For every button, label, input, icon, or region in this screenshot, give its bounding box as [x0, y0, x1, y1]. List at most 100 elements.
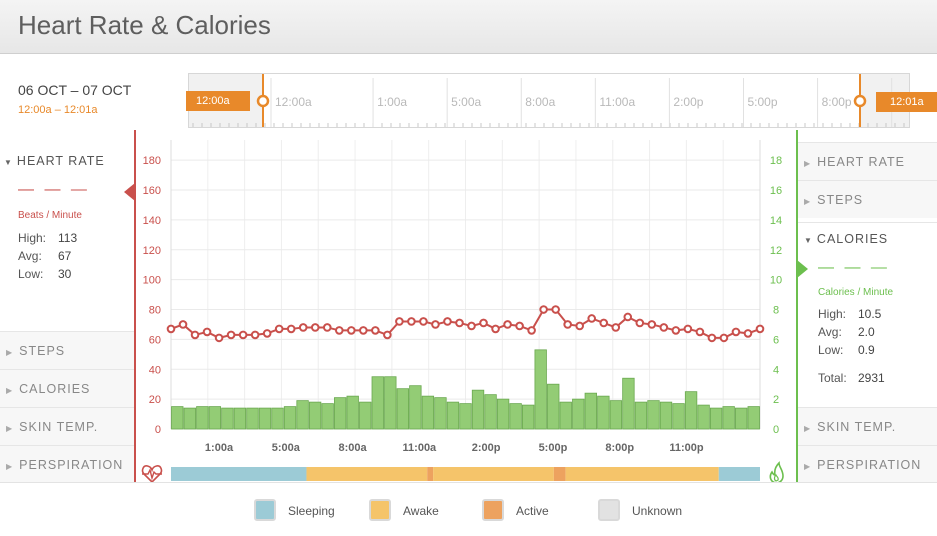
heart-rate-point[interactable] — [298, 323, 308, 332]
heart-rate-point[interactable] — [419, 317, 428, 326]
calorie-bar[interactable] — [446, 401, 460, 430]
heart-rate-point[interactable] — [623, 312, 633, 322]
calorie-bar[interactable] — [547, 383, 560, 430]
heart-rate-point[interactable] — [611, 323, 621, 332]
heart-rate-point[interactable] — [719, 333, 729, 343]
heart-rate-point[interactable] — [467, 321, 476, 331]
heart-rate-point[interactable] — [347, 326, 356, 335]
heart-rate-point[interactable] — [551, 305, 560, 314]
calorie-bar[interactable] — [521, 404, 535, 430]
calorie-bar[interactable] — [534, 349, 547, 430]
heart-rate-point[interactable] — [503, 320, 512, 329]
heart-rate-point[interactable] — [647, 320, 657, 329]
heart-rate-point[interactable] — [214, 333, 224, 343]
heart-rate-point[interactable] — [238, 330, 248, 340]
heart-rate-point[interactable] — [202, 327, 212, 337]
heart-rate-point[interactable] — [190, 330, 200, 340]
start-handle-knob[interactable] — [256, 94, 270, 108]
calorie-bar[interactable] — [283, 406, 297, 430]
heart-rate-point[interactable] — [334, 326, 344, 335]
heart-rate-point[interactable] — [371, 326, 380, 335]
calorie-bar[interactable] — [609, 400, 623, 430]
heart-rate-point[interactable] — [575, 321, 584, 331]
calorie-bar[interactable] — [634, 401, 648, 430]
heart-rate-point[interactable] — [310, 323, 320, 332]
calorie-bar[interactable] — [221, 407, 234, 430]
heart-rate-calories-chart[interactable]: 0 20 40 60 80 100 120 140 160 180 0 2 4 6 8 10 12 14 16 18 1… — [136, 130, 796, 482]
heart-rate-point[interactable] — [431, 320, 440, 329]
left-item-perspiration[interactable]: ▶ PERSPIRATION — [0, 445, 135, 483]
heart-rate-point[interactable] — [455, 318, 464, 328]
calorie-bar[interactable] — [296, 400, 309, 430]
heart-rate-point[interactable] — [599, 318, 609, 328]
heart-rate-point[interactable] — [587, 314, 597, 323]
heart-rate-point[interactable] — [539, 305, 548, 314]
heart-rate-point[interactable] — [479, 318, 488, 328]
calorie-bar[interactable] — [334, 397, 347, 430]
heart-rate-point[interactable] — [563, 320, 572, 329]
calorie-bar[interactable] — [509, 403, 522, 430]
calorie-bar[interactable] — [233, 407, 247, 430]
heart-rate-point[interactable] — [226, 330, 236, 340]
calorie-bar[interactable] — [659, 401, 673, 430]
heart-rate-point[interactable] — [274, 324, 284, 334]
calorie-bar[interactable] — [196, 406, 209, 430]
right-item-heart-rate[interactable]: ▶ HEART RATE — [798, 142, 937, 180]
calorie-bar[interactable] — [396, 388, 410, 430]
heart-rate-point[interactable] — [395, 317, 404, 326]
heart-rate-point[interactable] — [743, 329, 753, 338]
right-item-skin-temp[interactable]: ▶ SKIN TEMP. — [798, 407, 937, 445]
calorie-bar[interactable] — [584, 392, 597, 430]
calories-header[interactable]: ▼ CALORIES — [804, 232, 888, 246]
heart-rate-point[interactable] — [731, 327, 741, 337]
calorie-bar[interactable] — [647, 400, 660, 430]
calorie-bar[interactable] — [171, 406, 184, 430]
calorie-bar[interactable] — [747, 406, 760, 430]
right-item-steps[interactable]: ▶ STEPS — [798, 180, 937, 218]
heart-rate-point[interactable] — [407, 317, 416, 326]
calorie-bar[interactable] — [346, 395, 359, 430]
heart-rate-point[interactable] — [755, 324, 765, 334]
heart-rate-point[interactable] — [383, 330, 392, 340]
heart-rate-point[interactable] — [286, 324, 296, 334]
calorie-bar[interactable] — [308, 401, 322, 430]
calorie-bar[interactable] — [384, 376, 397, 430]
calorie-bar[interactable] — [484, 394, 497, 430]
end-handle-knob[interactable] — [853, 94, 867, 108]
calorie-bar[interactable] — [359, 401, 372, 430]
calorie-bar[interactable] — [246, 407, 259, 430]
calorie-bar[interactable] — [559, 401, 572, 430]
calorie-bar[interactable] — [684, 391, 698, 430]
calorie-bar[interactable] — [459, 403, 472, 430]
calorie-bar[interactable] — [183, 407, 196, 430]
date-range[interactable]: 06 OCT – 07 OCT — [18, 82, 132, 98]
heart-rate-point[interactable] — [695, 327, 705, 337]
calorie-bar[interactable] — [572, 398, 585, 430]
heart-rate-point[interactable] — [250, 330, 260, 340]
heart-rate-point[interactable] — [659, 323, 669, 332]
calorie-bar[interactable] — [697, 404, 710, 430]
calorie-bar[interactable] — [409, 385, 422, 430]
calorie-bar[interactable] — [258, 407, 272, 430]
calorie-bar[interactable] — [735, 407, 748, 430]
heart-rate-point[interactable] — [322, 323, 332, 332]
end-time-handle[interactable]: 12:01a — [876, 92, 937, 112]
left-item-skin-temp[interactable]: ▶ SKIN TEMP. — [0, 407, 135, 445]
calorie-bar[interactable] — [672, 403, 685, 430]
calorie-bar[interactable] — [208, 406, 222, 430]
calorie-bar[interactable] — [709, 407, 723, 430]
heart-rate-point[interactable] — [671, 326, 681, 335]
calorie-bar[interactable] — [371, 376, 384, 430]
left-item-steps[interactable]: ▶ STEPS — [0, 331, 135, 369]
heart-rate-point[interactable] — [178, 320, 188, 329]
heart-rate-point[interactable] — [166, 324, 176, 334]
calorie-bar[interactable] — [722, 406, 735, 430]
timeline-scrubber[interactable]: 12:00a 1:00a 5:00a 8:00a 11:00a 2:00p 5:00p 8:0… — [188, 73, 910, 128]
left-item-calories[interactable]: ▶ CALORIES — [0, 369, 135, 407]
start-time-handle[interactable]: 12:00a — [186, 91, 250, 111]
calorie-bar[interactable] — [597, 395, 610, 430]
heart-rate-point[interactable] — [359, 326, 368, 335]
calorie-bar[interactable] — [434, 397, 447, 430]
heart-rate-point[interactable] — [527, 326, 536, 335]
heart-rate-point[interactable] — [491, 324, 500, 334]
